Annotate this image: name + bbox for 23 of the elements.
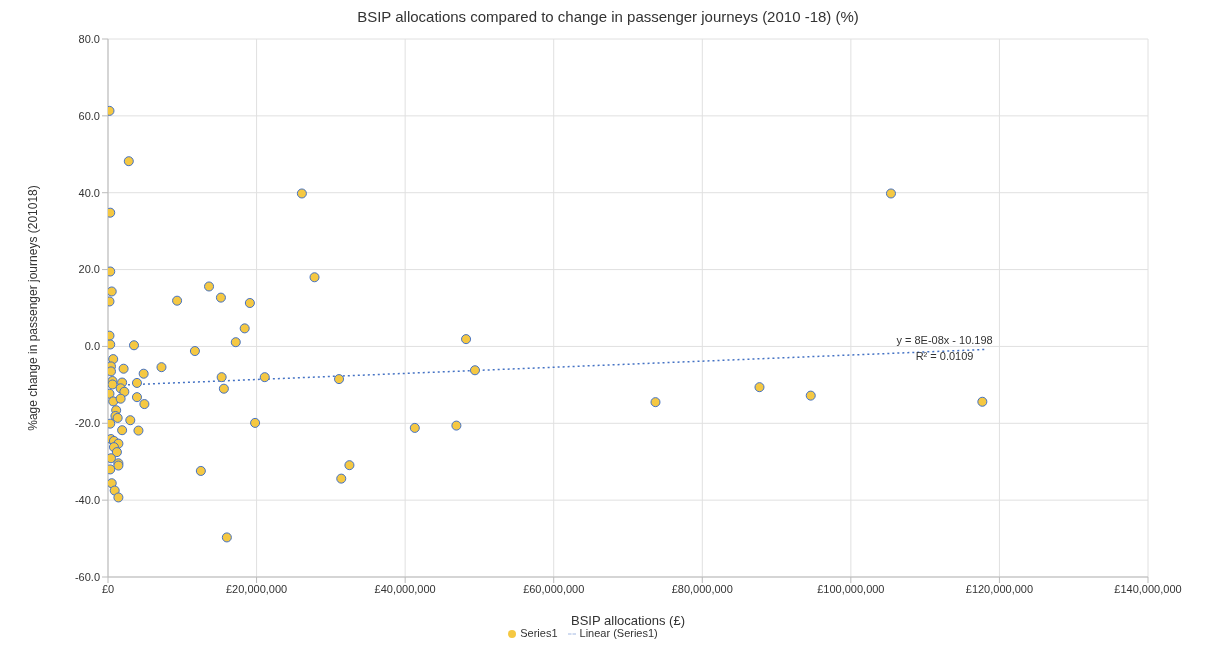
y-tick-label: 80.0 [78, 32, 100, 45]
y-tick-label: -40.0 [74, 494, 100, 507]
legend-label: Linear (Series1) [579, 627, 658, 639]
y-tick-label: 0.0 [84, 340, 100, 353]
x-tick-label: £100,000,000 [817, 582, 885, 595]
annotation: y = 8E-08x - 10.198 [896, 333, 993, 346]
chart-title: BSIP allocations compared to change in passenger journeys (2010 -18) (%) [356, 8, 860, 25]
x-axis-title: BSIP allocations (£) [571, 613, 685, 628]
y-axis-title: %age change in passenger journeys (201018) [26, 185, 41, 431]
y-tick-label: -20.0 [74, 417, 100, 430]
x-tick-label: £140,000,000 [1114, 582, 1182, 595]
y-tick-label: 40.0 [78, 186, 100, 199]
x-tick-label: £0 [101, 582, 115, 595]
annotation: R² = 0.0109 [915, 349, 974, 362]
x-tick-label: £80,000,000 [671, 582, 733, 595]
x-tick-label: £120,000,000 [965, 582, 1034, 595]
x-tick-label: £60,000,000 [523, 582, 585, 595]
x-tick-label: £20,000,000 [225, 582, 288, 595]
y-tick-label: 60.0 [78, 109, 100, 122]
x-tick-label: £40,000,000 [374, 582, 436, 595]
y-tick-label: 20.0 [78, 263, 100, 276]
legend-label: Series1 [520, 627, 558, 639]
y-tick-label: -60.0 [74, 570, 100, 583]
